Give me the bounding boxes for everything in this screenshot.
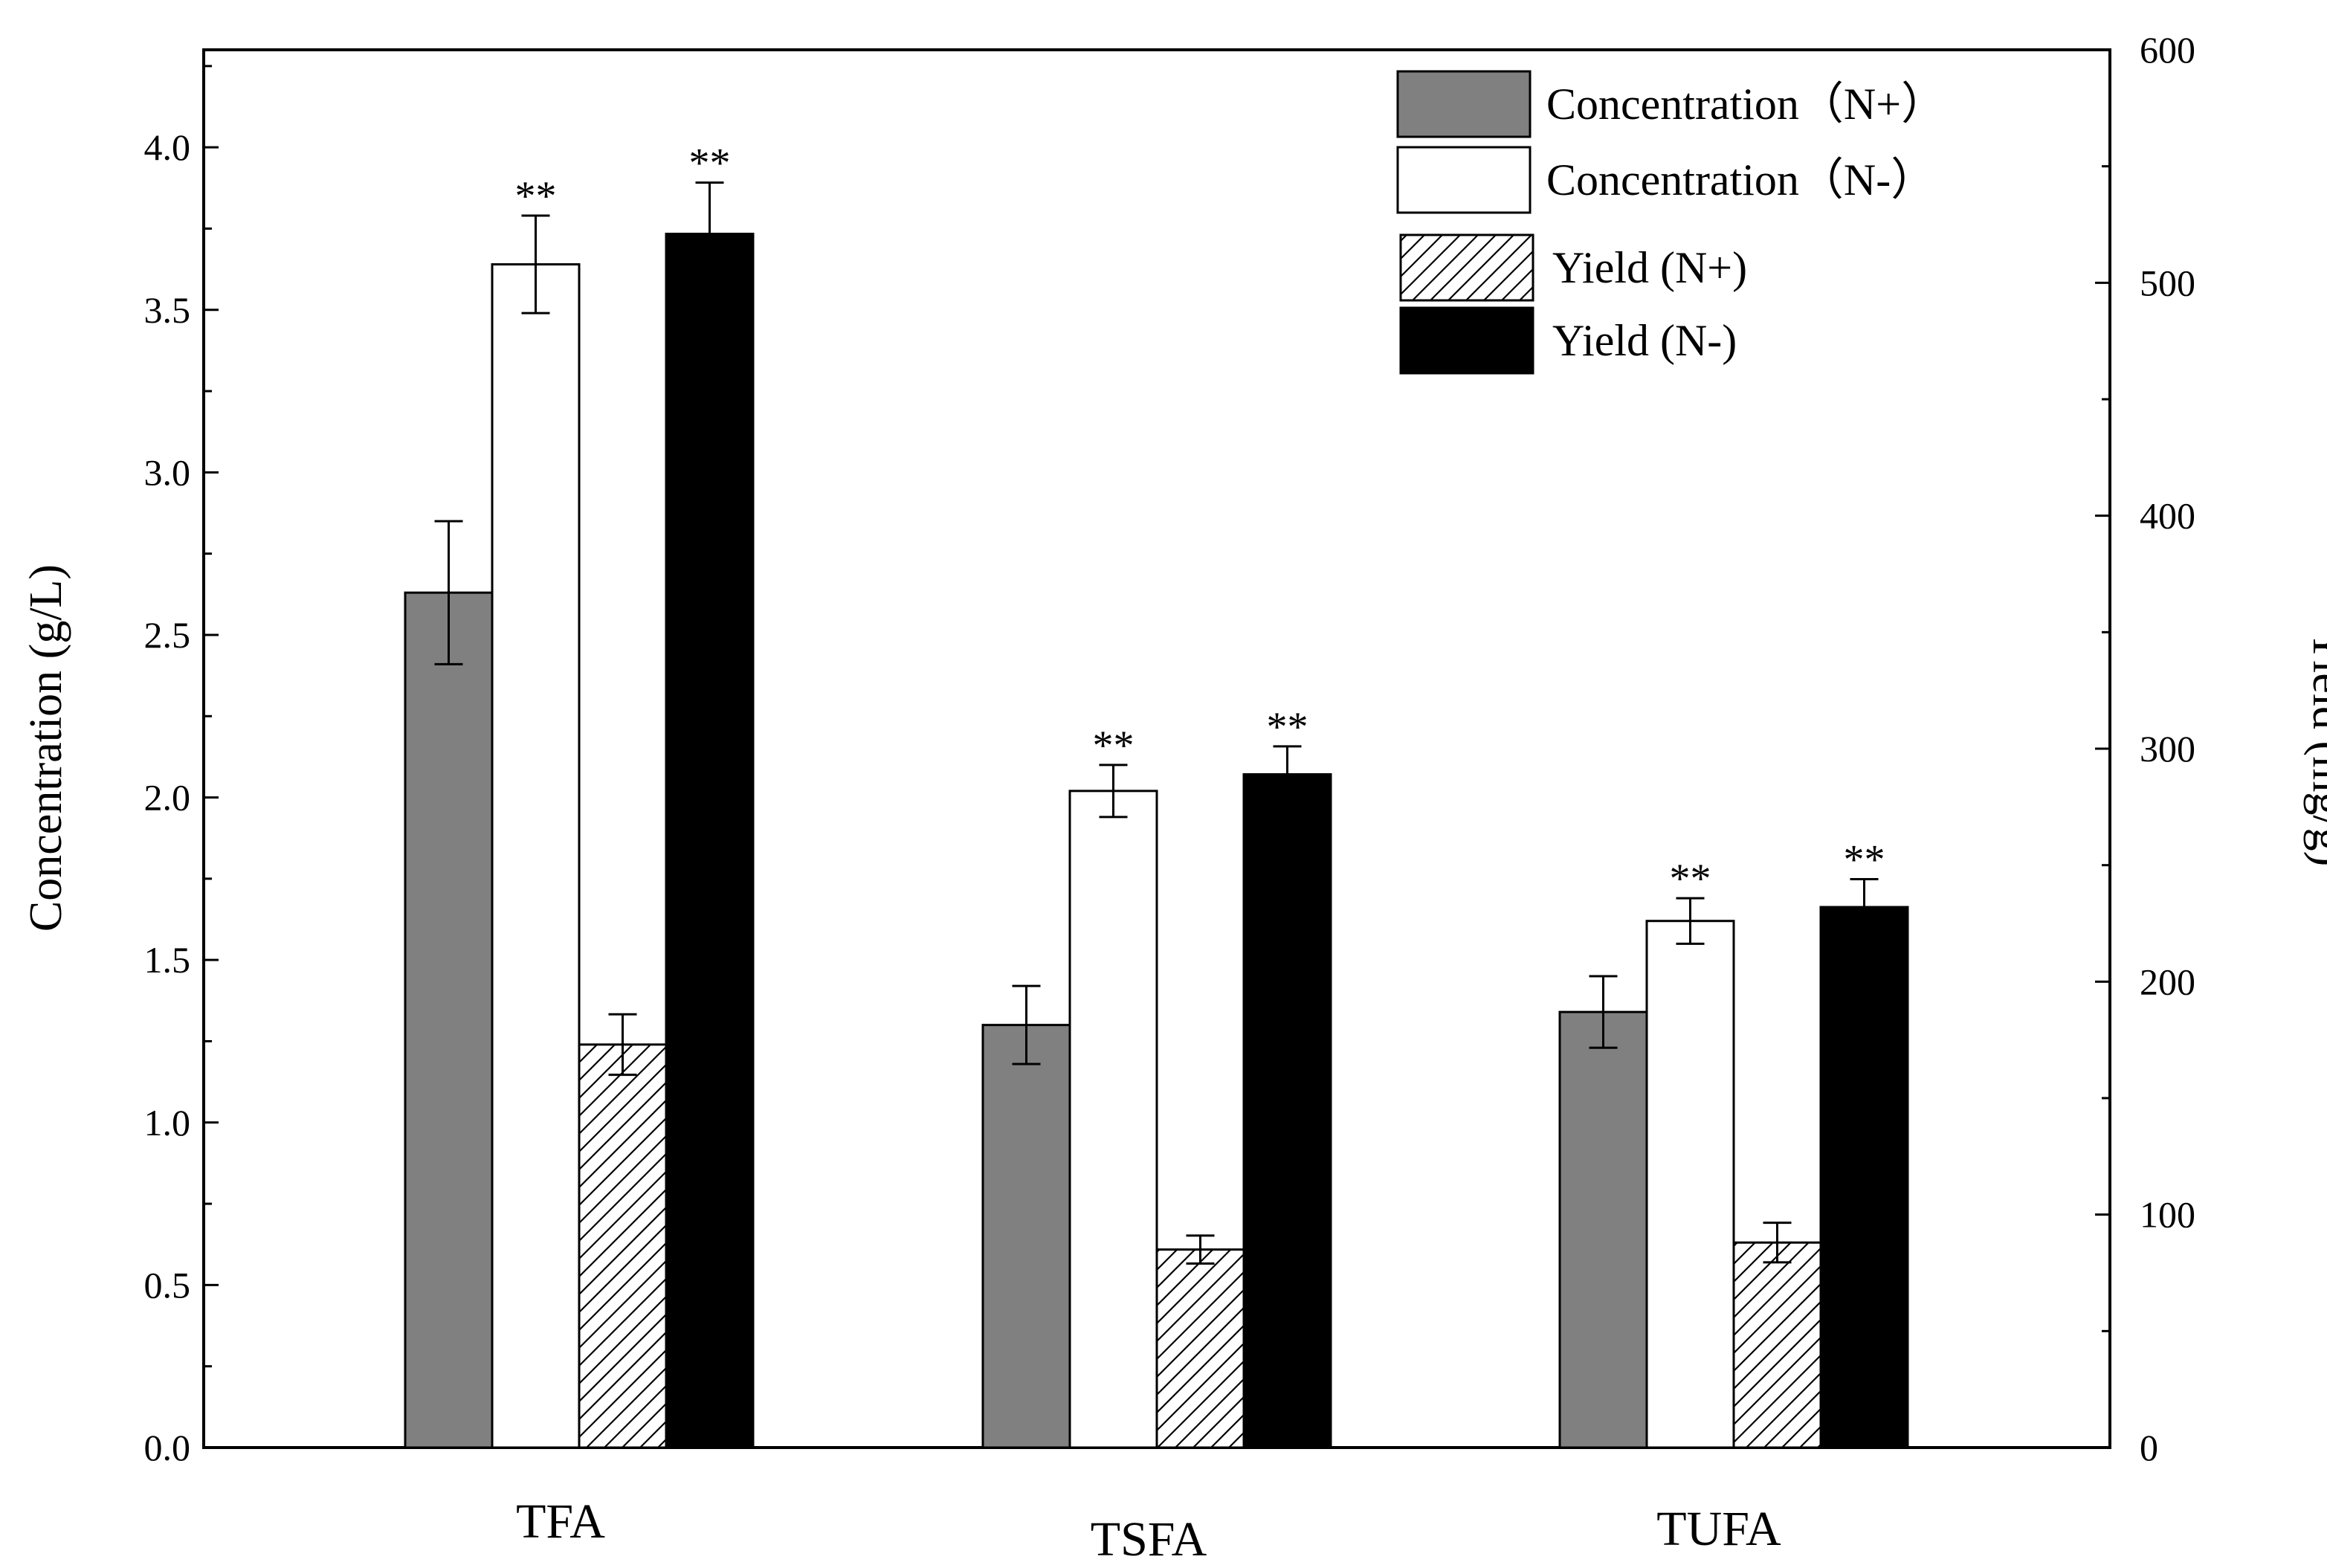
left-axis-title: Concentration (g/L) — [21, 564, 71, 932]
category-label: TSFA — [1091, 1512, 1207, 1567]
right-axis-title: Yield (mg/g) — [2303, 630, 2327, 867]
legend-label-yield-nminus: Yield (N-) — [1552, 316, 1737, 365]
left-tick-label: 0.5 — [144, 1264, 191, 1306]
bar — [1155, 1248, 1245, 1449]
bar — [1645, 920, 1735, 1449]
category-labels: TFA TSFA TUFA — [516, 1494, 1781, 1567]
left-tick-label: 1.0 — [144, 1102, 191, 1143]
legend-label-conc-nplus: Concentration（N+） — [1546, 80, 1946, 129]
right-tick-label: 600 — [2140, 29, 2195, 71]
bar — [578, 1043, 668, 1449]
significance-marker: ** — [1267, 704, 1308, 750]
left-tick-label: 4.0 — [144, 126, 191, 168]
significance-marker: ** — [515, 173, 557, 219]
legend-label-conc-nminus: Concentration（N-） — [1546, 155, 1935, 204]
significance-marker: ** — [1844, 836, 1885, 883]
legend-swatch-conc-nplus — [1396, 70, 1532, 138]
right-tick-label: 400 — [2140, 495, 2195, 537]
significance-marker: ** — [689, 141, 731, 187]
bar — [404, 591, 494, 1449]
legend-swatch-conc-nminus — [1396, 146, 1532, 214]
right-tick-label: 500 — [2140, 262, 2195, 303]
left-tick-label: 0.0 — [144, 1427, 191, 1468]
bar — [1068, 790, 1158, 1449]
left-tick-label: 1.5 — [144, 939, 191, 981]
bar — [981, 1024, 1071, 1449]
legend-swatch-yield-nminus — [1399, 306, 1534, 375]
significance-marker: ** — [1670, 856, 1711, 902]
significance-marker: ** — [1093, 723, 1135, 769]
right-tick-label: 300 — [2140, 728, 2195, 770]
right-tick-label: 200 — [2140, 961, 2195, 1002]
bars: ** ** ** ** ** ** — [404, 141, 1909, 1449]
legend-swatch-yield-nplus — [1399, 233, 1534, 302]
bar — [491, 263, 581, 1449]
left-tick-label: 2.0 — [144, 777, 191, 819]
right-tick-label: 100 — [2140, 1194, 2195, 1236]
bar — [1819, 906, 1909, 1449]
left-axis-ticks: 0.0 0.5 1.0 1.5 2.0 2.5 3.0 3.5 4.0 — [144, 65, 219, 1468]
bar — [1242, 772, 1332, 1449]
bar — [665, 233, 755, 1449]
category-label: TUFA — [1656, 1502, 1781, 1556]
left-tick-label: 2.5 — [144, 614, 191, 656]
left-tick-label: 3.0 — [144, 451, 191, 493]
left-tick-label: 3.5 — [144, 289, 191, 331]
category-label: TFA — [516, 1494, 605, 1549]
bar — [1732, 1241, 1822, 1449]
bar — [1558, 1010, 1648, 1449]
legend: Concentration（N+） Concentration（N-） Yiel… — [1396, 70, 1946, 375]
right-tick-label: 0 — [2140, 1427, 2158, 1468]
right-axis-ticks: 0 100 200 300 400 500 600 — [2095, 29, 2195, 1468]
legend-label-yield-nplus: Yield (N+) — [1552, 243, 1747, 292]
